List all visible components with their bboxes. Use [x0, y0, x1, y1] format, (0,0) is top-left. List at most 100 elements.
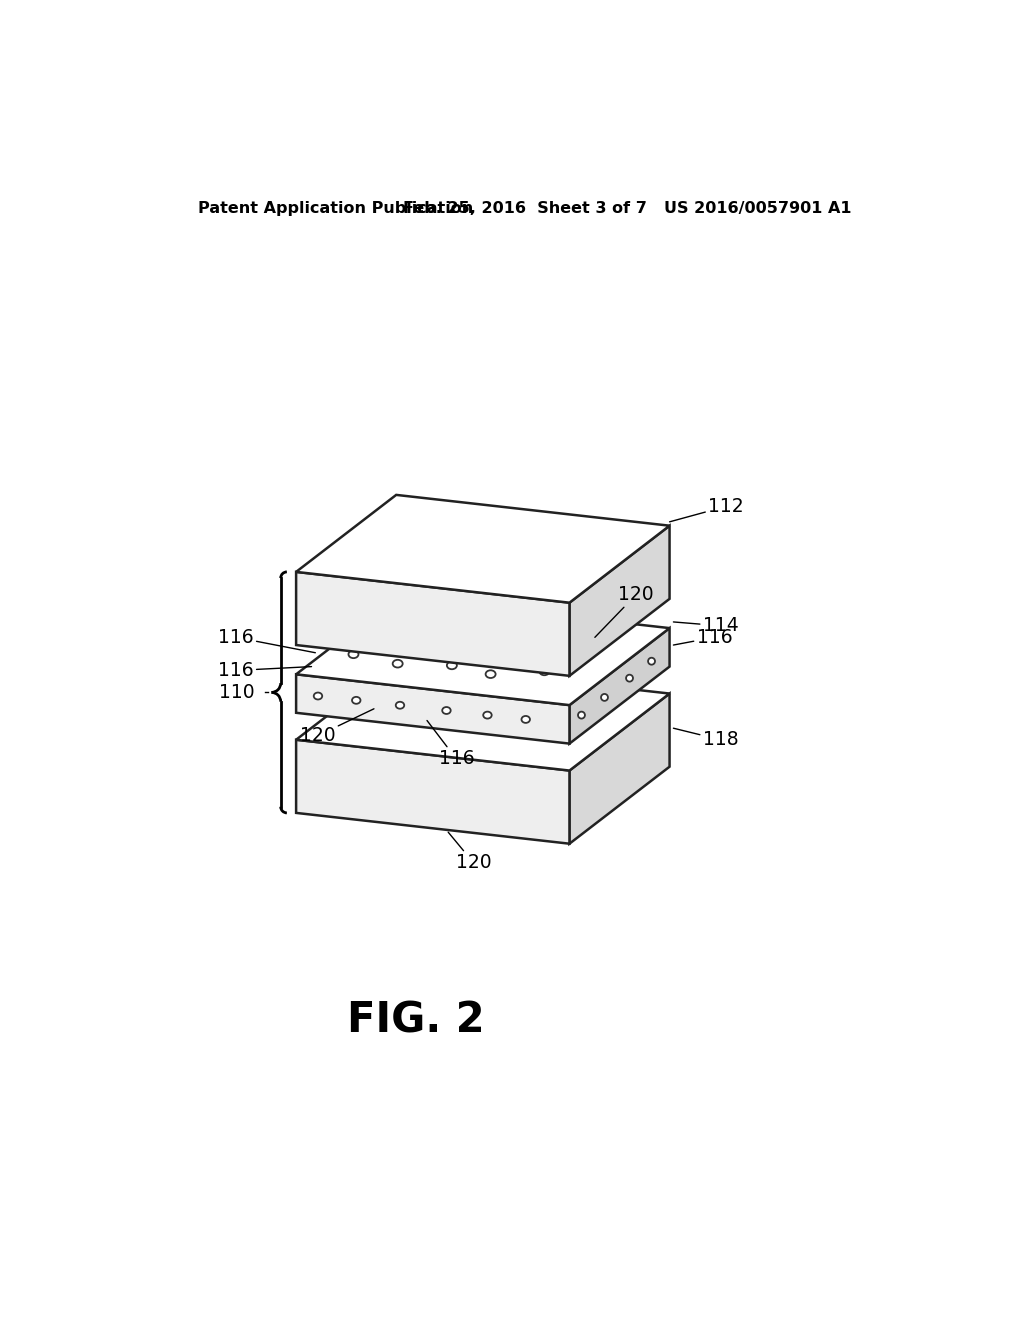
Circle shape: [469, 697, 471, 700]
Circle shape: [589, 638, 592, 640]
Text: 116: 116: [674, 628, 732, 647]
Ellipse shape: [379, 627, 388, 635]
Circle shape: [599, 635, 602, 638]
Circle shape: [594, 638, 596, 640]
Circle shape: [369, 704, 371, 706]
Circle shape: [590, 632, 592, 635]
Polygon shape: [296, 598, 670, 705]
Circle shape: [373, 704, 376, 706]
Circle shape: [462, 694, 464, 697]
Circle shape: [462, 706, 465, 709]
Polygon shape: [296, 675, 569, 743]
Text: 120: 120: [595, 586, 653, 638]
Polygon shape: [569, 525, 670, 676]
Polygon shape: [569, 693, 670, 843]
Circle shape: [596, 627, 599, 631]
Circle shape: [377, 711, 380, 714]
Ellipse shape: [546, 624, 556, 632]
Circle shape: [592, 642, 595, 644]
Circle shape: [376, 710, 378, 713]
Ellipse shape: [348, 651, 358, 659]
Text: Feb. 25, 2016  Sheet 3 of 7: Feb. 25, 2016 Sheet 3 of 7: [402, 201, 647, 216]
Polygon shape: [296, 495, 670, 603]
Circle shape: [461, 702, 464, 706]
Circle shape: [368, 709, 371, 711]
Ellipse shape: [477, 639, 487, 645]
Ellipse shape: [626, 675, 633, 681]
Ellipse shape: [540, 668, 549, 676]
Text: 120: 120: [449, 832, 492, 873]
Circle shape: [595, 642, 598, 644]
Circle shape: [590, 635, 593, 638]
Ellipse shape: [392, 660, 402, 668]
Polygon shape: [296, 739, 569, 843]
Circle shape: [463, 692, 466, 694]
Polygon shape: [569, 628, 670, 743]
Circle shape: [464, 702, 467, 705]
Circle shape: [597, 635, 600, 638]
Circle shape: [467, 692, 469, 694]
Ellipse shape: [601, 694, 608, 701]
Circle shape: [369, 706, 372, 709]
Text: 112: 112: [670, 496, 743, 521]
Circle shape: [469, 698, 472, 701]
Ellipse shape: [521, 715, 530, 723]
Circle shape: [459, 701, 462, 704]
Circle shape: [465, 706, 468, 709]
Ellipse shape: [648, 657, 655, 665]
Circle shape: [373, 706, 376, 709]
Circle shape: [371, 701, 374, 704]
Circle shape: [374, 713, 377, 715]
Circle shape: [460, 700, 463, 702]
Text: US 2016/0057901 A1: US 2016/0057901 A1: [664, 201, 851, 216]
Circle shape: [594, 632, 596, 635]
Circle shape: [460, 697, 462, 700]
Text: 116: 116: [218, 661, 311, 680]
Circle shape: [466, 694, 469, 697]
Ellipse shape: [313, 693, 323, 700]
Text: 114: 114: [674, 616, 738, 635]
Ellipse shape: [403, 609, 414, 616]
Circle shape: [464, 700, 467, 702]
Text: 116: 116: [427, 721, 474, 768]
Circle shape: [467, 700, 470, 702]
Circle shape: [372, 700, 375, 702]
Circle shape: [596, 639, 599, 642]
Polygon shape: [296, 663, 670, 771]
Polygon shape: [296, 572, 569, 676]
Circle shape: [593, 627, 596, 631]
Ellipse shape: [578, 711, 585, 718]
Ellipse shape: [423, 636, 433, 644]
Text: 116: 116: [218, 628, 315, 653]
Circle shape: [378, 704, 380, 706]
Circle shape: [594, 635, 596, 638]
Text: Patent Application Publication: Patent Application Publication: [199, 201, 473, 216]
Circle shape: [464, 697, 467, 700]
Ellipse shape: [352, 697, 360, 704]
Ellipse shape: [442, 708, 451, 714]
Circle shape: [598, 640, 600, 643]
Circle shape: [376, 700, 378, 702]
Circle shape: [376, 706, 379, 709]
Circle shape: [591, 639, 594, 642]
Circle shape: [467, 702, 469, 706]
Circle shape: [592, 630, 594, 632]
Ellipse shape: [483, 711, 492, 718]
Ellipse shape: [520, 643, 530, 651]
Circle shape: [371, 713, 374, 715]
Text: FIG. 2: FIG. 2: [347, 999, 484, 1041]
Ellipse shape: [485, 671, 496, 678]
Ellipse shape: [446, 661, 457, 669]
Circle shape: [370, 710, 373, 713]
Circle shape: [373, 709, 376, 713]
Circle shape: [375, 701, 378, 704]
Ellipse shape: [450, 616, 460, 623]
Text: 120: 120: [300, 709, 374, 746]
Text: 118: 118: [674, 729, 738, 750]
Text: 110: 110: [219, 682, 255, 702]
Circle shape: [378, 706, 381, 709]
Ellipse shape: [395, 702, 404, 709]
Circle shape: [468, 704, 471, 708]
Ellipse shape: [569, 644, 580, 652]
Circle shape: [598, 632, 601, 635]
